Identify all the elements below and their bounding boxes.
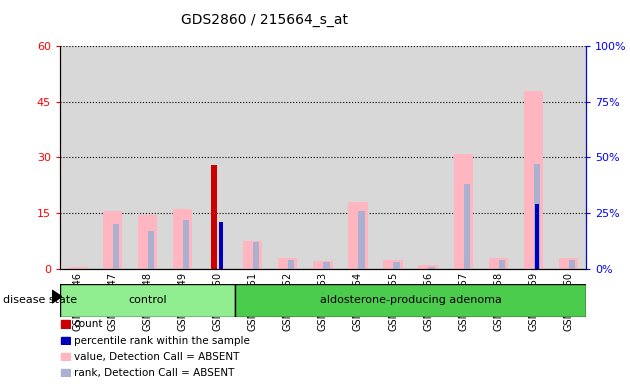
Bar <box>489 258 508 269</box>
Bar <box>253 242 260 269</box>
Polygon shape <box>52 290 62 303</box>
Text: percentile rank within the sample: percentile rank within the sample <box>74 336 249 346</box>
Text: control: control <box>129 295 167 306</box>
Bar <box>61 353 70 360</box>
Bar <box>183 220 189 269</box>
Bar <box>498 260 505 269</box>
Bar <box>61 320 70 328</box>
Bar <box>235 284 586 317</box>
Bar <box>393 262 399 269</box>
Bar <box>148 231 154 269</box>
Bar <box>103 211 122 269</box>
Bar <box>464 184 470 269</box>
Text: aldosterone-producing adenoma: aldosterone-producing adenoma <box>319 295 501 306</box>
Text: disease state: disease state <box>3 295 77 305</box>
Bar <box>61 336 70 344</box>
Bar <box>358 211 365 269</box>
Bar <box>243 241 262 269</box>
Bar <box>418 265 438 269</box>
Bar <box>348 202 367 269</box>
Bar <box>559 258 578 269</box>
Text: value, Detection Call = ABSENT: value, Detection Call = ABSENT <box>74 352 239 362</box>
Bar <box>524 91 543 269</box>
Bar <box>384 260 403 269</box>
Text: count: count <box>74 319 103 329</box>
Bar <box>211 165 217 269</box>
Bar <box>113 224 119 269</box>
Bar <box>428 266 435 269</box>
Bar <box>534 164 540 269</box>
Bar <box>288 260 294 269</box>
Bar <box>323 262 329 269</box>
Text: rank, Detection Call = ABSENT: rank, Detection Call = ABSENT <box>74 368 234 378</box>
Bar <box>173 209 192 269</box>
Bar <box>535 204 539 269</box>
Bar <box>68 267 87 269</box>
Bar <box>60 284 235 317</box>
Bar <box>61 369 70 376</box>
Bar <box>569 260 575 269</box>
Bar <box>219 222 223 269</box>
Bar <box>278 258 297 269</box>
Bar <box>313 262 333 269</box>
Text: GDS2860 / 215664_s_at: GDS2860 / 215664_s_at <box>181 13 348 27</box>
Bar <box>138 215 157 269</box>
Bar <box>454 154 472 269</box>
